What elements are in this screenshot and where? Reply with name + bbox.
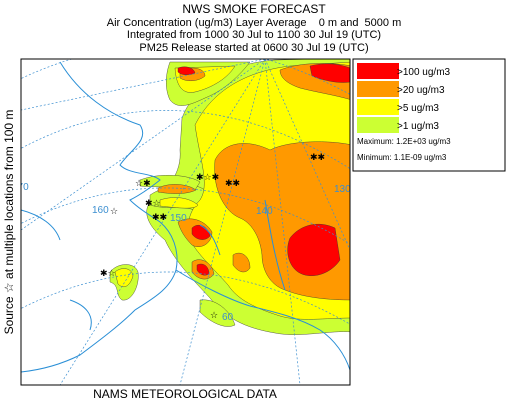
svg-text:✱☆: ✱☆	[145, 198, 161, 208]
legend-swatch	[357, 99, 399, 115]
svg-text:✱☆: ✱☆	[100, 268, 116, 278]
svg-text:✱✱: ✱✱	[152, 212, 167, 222]
svg-text:☆: ☆	[110, 206, 118, 216]
subtitle: PM25 Release started at 0600 30 Jul 19 (…	[139, 42, 368, 54]
legend-label: >20 ug/m3	[397, 85, 445, 96]
svg-text:☆: ☆	[210, 310, 218, 320]
subtitle: Air Concentration (ug/m3) Layer Average …	[107, 17, 402, 29]
legend-swatch	[357, 117, 399, 133]
graticule-label: 130	[334, 184, 351, 195]
legend: Maximum: 1.2E+03 ug/m3 Minimum: 1.1E-09 …	[352, 58, 506, 172]
legend-swatch	[357, 63, 399, 79]
footer: NAMS METEOROLOGICAL DATA	[93, 387, 277, 401]
svg-text:✱✱: ✱✱	[310, 152, 325, 162]
graticule-label: 140	[256, 206, 273, 217]
svg-text:✱☆✱: ✱☆✱	[196, 172, 219, 182]
svg-text:✱✱: ✱✱	[225, 178, 240, 188]
graticule-label: 170	[12, 182, 29, 193]
graticule	[21, 59, 350, 385]
graticule-label: 60	[222, 312, 234, 323]
legend-maximum: Maximum: 1.2E+03 ug/m3	[357, 137, 451, 146]
coastline	[21, 61, 350, 373]
source-markers: ☆✱ ✱☆ ✱✱ ✱☆✱ ✱✱ ☆ ✱☆ ✱✱ ☆	[100, 152, 325, 320]
title: NWS SMOKE FORECAST	[182, 2, 326, 16]
legend-label: >5 ug/m3	[397, 103, 439, 114]
smoke-area	[177, 63, 350, 276]
svg-text:☆✱: ☆✱	[135, 178, 151, 188]
legend-label: >1 ug/m3	[397, 121, 439, 132]
legend-label: >100 ug/m3	[397, 67, 451, 78]
map: 170 160 150 140 130 60 ☆✱✱☆✱✱ ✱☆✱✱✱☆ ✱☆✱…	[12, 58, 351, 386]
legend-swatch	[357, 81, 399, 97]
graticule-label: 160	[92, 205, 109, 216]
subtitle: Integrated from 1000 30 Jul to 1100 30 J…	[127, 29, 381, 41]
source-label: Source ☆ at multiple locations from 100 …	[2, 110, 16, 335]
legend-minimum: Minimum: 1.1E-09 ug/m3	[357, 153, 447, 162]
graticule-label: 150	[170, 213, 187, 224]
